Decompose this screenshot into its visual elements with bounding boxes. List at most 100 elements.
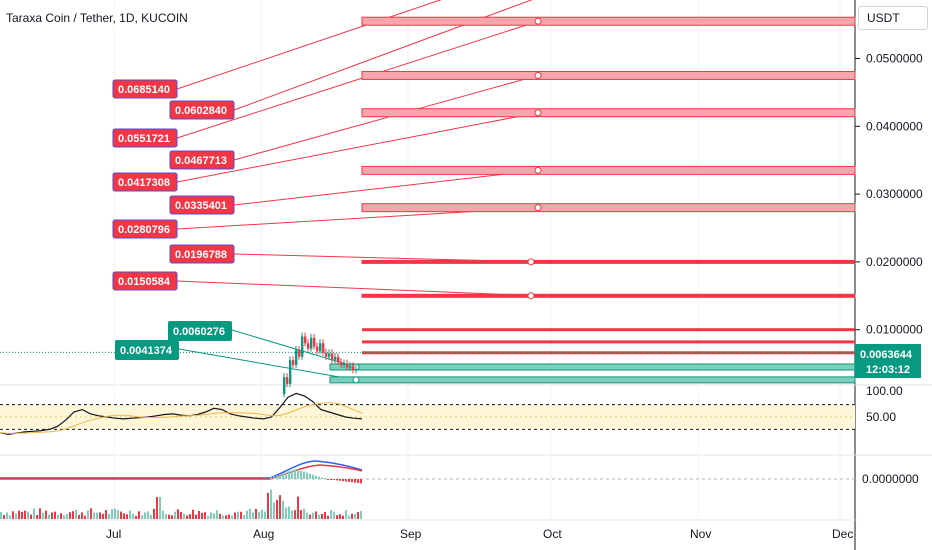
callout-connector: [233, 0, 533, 111]
volume-bar: [66, 514, 68, 519]
volume-bar: [285, 507, 287, 519]
volume-bar: [174, 511, 176, 519]
macd-histogram-bar: [303, 471, 305, 479]
oscillator-line: [0, 392, 363, 436]
candle-body: [295, 350, 298, 365]
resistance-callout-box: [169, 150, 235, 170]
macd-histogram-bar: [333, 479, 335, 480]
price-axis[interactable]: 0.0500000 0.0400000 0.0300000 0.0200000 0.01…: [855, 52, 923, 379]
volume-bar: [339, 514, 341, 519]
volume-bar: [144, 512, 146, 519]
volume-bar: [60, 513, 62, 519]
callout-connector: [176, 280, 539, 297]
resistance-callout-box: [169, 195, 235, 215]
volume-bar: [57, 514, 59, 519]
volume-bar: [198, 511, 200, 519]
volume-bar: [126, 514, 128, 519]
macd-pane: 0.0000000: [0, 460, 919, 486]
candle-body: [322, 343, 325, 353]
callout-connector: [233, 74, 539, 161]
volume-bar: [180, 512, 182, 519]
volume-bar: [201, 512, 203, 519]
volume-bar: [36, 515, 38, 519]
macd-histogram-bar: [288, 471, 290, 479]
support-callout-box: [168, 321, 232, 341]
volume-bar: [243, 515, 245, 519]
volume-bar: [21, 512, 23, 519]
macd-histogram-bar: [300, 470, 302, 479]
macd-histogram-bar: [282, 473, 284, 479]
volume-bar: [318, 514, 320, 519]
support-band: [329, 363, 856, 371]
level-anchor-dot: [534, 204, 542, 212]
volume-bar: [315, 511, 317, 519]
macd-histogram-bar: [276, 475, 278, 479]
resistance-callout-box: [169, 244, 235, 264]
time-tick-label: Sep: [400, 527, 422, 541]
candle-body: [331, 353, 334, 361]
volume-bar: [300, 510, 302, 519]
macd-histogram-bar: [348, 479, 350, 482]
volume-bar: [72, 511, 74, 519]
volume-bar: [357, 512, 359, 519]
volume-bar: [246, 510, 248, 519]
volume-bar: [78, 514, 80, 519]
volume-bar: [270, 489, 272, 519]
resistance-band: [361, 293, 856, 298]
level-anchor-dot: [527, 292, 535, 300]
volume-bar: [288, 506, 290, 519]
volume-bar: [9, 515, 11, 519]
support-band: [329, 376, 856, 384]
time-tick-label: Aug: [253, 527, 274, 541]
resistance-callout-box: [112, 219, 178, 239]
volume-bar: [249, 508, 251, 519]
price-tick-label: 0.0400000: [866, 119, 923, 133]
candle-body: [337, 356, 340, 363]
callout-connector: [176, 20, 539, 139]
volume-bar: [87, 510, 89, 519]
volume-bar: [312, 512, 314, 519]
candle-body: [286, 377, 289, 384]
candle-body: [340, 362, 343, 365]
time-tick-label: Jul: [106, 527, 121, 541]
macd-histogram-bar: [294, 469, 296, 479]
volume-bar: [129, 510, 131, 519]
callout-connector: [176, 112, 539, 183]
candle-body: [355, 369, 358, 371]
resistance-callout-box: [169, 100, 235, 120]
time-tick-label: Oct: [543, 527, 562, 541]
macd-histogram-bar: [291, 470, 293, 479]
volume-pane: [0, 489, 362, 519]
volume-bar: [105, 510, 107, 519]
resistance-callout-box: [112, 79, 178, 99]
macd-line: [0, 460, 363, 479]
macd-histogram-bar: [336, 479, 338, 481]
callout-connector: [233, 169, 539, 206]
time-tick-label: Nov: [690, 527, 711, 541]
candle-body: [310, 337, 313, 349]
volume-bar: [150, 514, 152, 519]
macd-histogram-bar: [354, 479, 356, 483]
resistance-callout-label: 0.0467713: [175, 155, 227, 167]
volume-bar: [117, 510, 119, 519]
volume-bar: [204, 512, 206, 519]
resistance-callout-label: 0.0196788: [175, 249, 227, 261]
volume-bar: [186, 515, 188, 519]
macd-histogram-bar: [339, 479, 341, 481]
volume-bar: [33, 508, 35, 519]
volume-bar: [99, 512, 101, 519]
candle-body: [307, 343, 310, 349]
time-axis[interactable]: Jul Aug Sep Oct Nov Dec: [106, 527, 853, 541]
candle-body: [319, 343, 322, 352]
volume-bar: [3, 515, 5, 519]
resistance-band: [361, 165, 856, 175]
currency-button[interactable]: USDT: [858, 6, 928, 30]
volume-bar: [102, 513, 104, 519]
resistance-callout-box: [112, 128, 178, 148]
macd-histogram-bar: [321, 477, 323, 479]
volume-bar: [108, 513, 110, 519]
level-bands: [329, 16, 856, 384]
volume-bar: [273, 502, 275, 519]
